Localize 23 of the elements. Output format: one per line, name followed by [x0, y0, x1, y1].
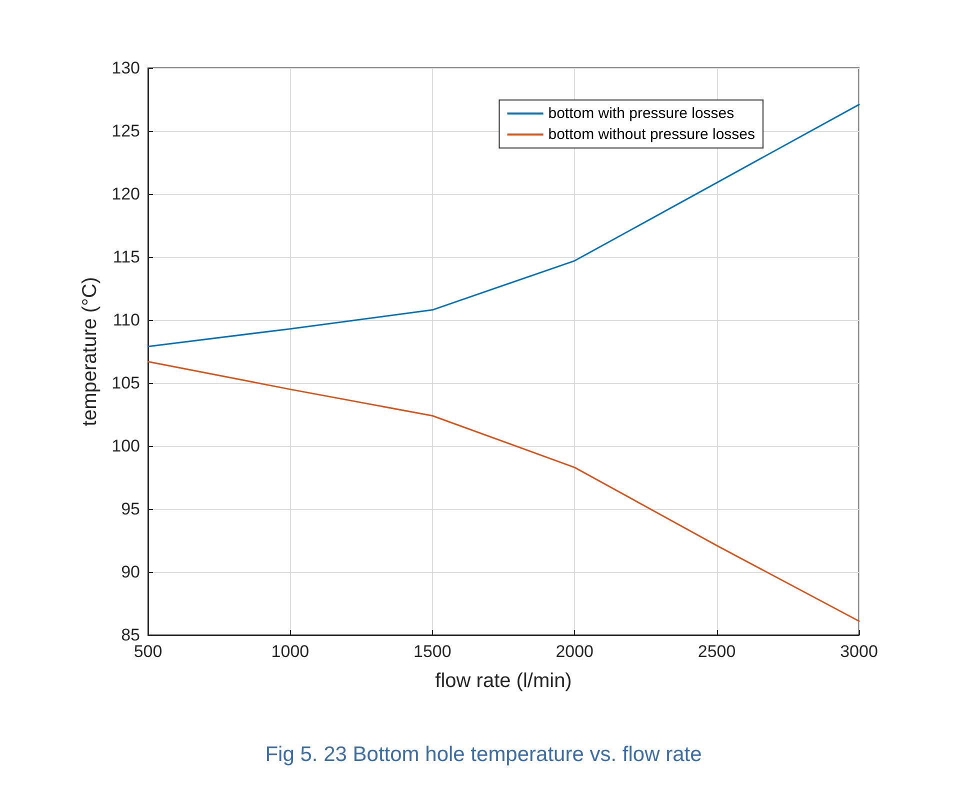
y-axis-title: temperature (°C) — [79, 276, 101, 426]
y-tick-label: 120 — [112, 184, 140, 204]
legend-label: bottom without pressure losses — [548, 126, 756, 143]
x-tick-label: 2500 — [698, 642, 736, 661]
x-tick-label: 2000 — [556, 642, 594, 661]
x-axis-title: flow rate (l/min) — [435, 670, 572, 692]
y-tick-label: 100 — [112, 436, 140, 456]
caption: Fig 5. 23 Bottom hole temperature vs. flow rate — [265, 743, 702, 766]
y-tick-label: 90 — [121, 562, 140, 582]
x-tick-label: 1500 — [413, 642, 452, 661]
x-tick-label: 500 — [134, 642, 162, 661]
y-tick-label: 85 — [121, 626, 140, 644]
y-tick-label: 110 — [112, 310, 140, 330]
line-series — [147, 360, 860, 622]
y-tick-label: 115 — [112, 248, 140, 266]
y-tick-label: 95 — [121, 500, 140, 518]
x-tick-label: 1000 — [271, 642, 310, 661]
y-tick-label: 105 — [112, 374, 140, 392]
y-tick-label: 130 — [112, 58, 140, 78]
line-series — [147, 104, 860, 348]
legend-label: bottom with pressure losses — [548, 105, 734, 122]
y-tick-label: 125 — [112, 122, 140, 140]
x-tick-label: 3000 — [840, 642, 878, 661]
